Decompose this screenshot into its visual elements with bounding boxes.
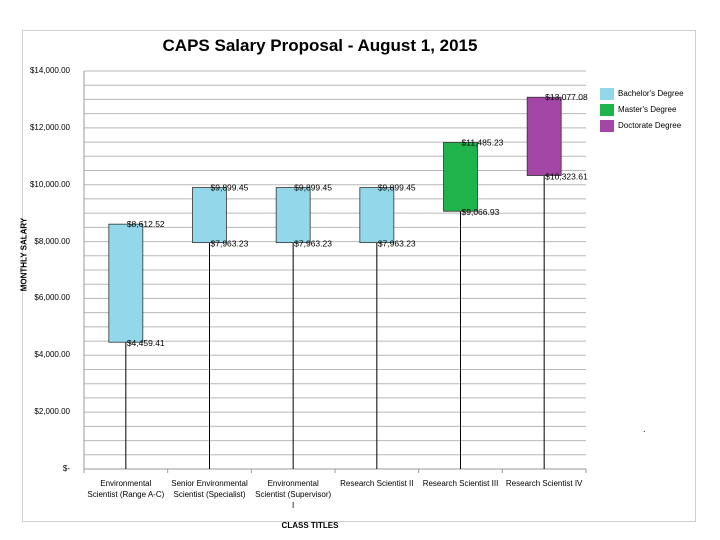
range-bar	[443, 142, 478, 212]
y-tick-label: $-	[62, 464, 70, 473]
range-bar	[359, 187, 395, 244]
x-tick-label-line: Research Scientist II	[340, 479, 414, 488]
x-tick-label-line: Senior Environmental	[171, 479, 248, 488]
x-tick-label-line: Research Scientist III	[422, 479, 499, 488]
data-label-high: $9,899.45	[378, 183, 416, 193]
legend-label: Bachelor's Degree	[618, 89, 684, 98]
x-tick-label-line: I	[292, 501, 295, 510]
data-label-high: $8,612.52	[127, 219, 165, 229]
data-label-high: $13,077.08	[545, 92, 588, 102]
x-tick-label: Environmental Scientist (Supervisor) I	[251, 478, 335, 511]
range-bar	[108, 223, 144, 343]
x-tick-label-line: Environmental	[100, 479, 152, 488]
chart-frame	[22, 30, 696, 522]
data-label-low: $7,963.23	[211, 239, 249, 249]
x-tick-label: Research Scientist II	[335, 478, 419, 489]
x-tick-label-line: Scientist (Supervisor)	[255, 490, 332, 499]
range-bar	[526, 96, 562, 176]
legend-item: Doctorate Degree	[600, 120, 710, 134]
x-tick-label-line: Scientist (Specialist)	[173, 490, 246, 499]
data-label-low: $7,963.23	[378, 239, 416, 249]
chart-title: CAPS Salary Proposal - August 1, 2015	[162, 36, 478, 55]
data-label-low: $7,963.23	[294, 239, 332, 249]
data-label-high: $9,899.45	[294, 183, 332, 193]
x-tick-label-line: Environmental	[267, 479, 319, 488]
y-tick-label: $4,000.00	[34, 350, 70, 360]
legend-swatch	[600, 88, 614, 100]
data-label-low: $4,459.41	[127, 338, 165, 348]
x-tick-label: Research Scientist IV	[502, 478, 586, 489]
legend-item: Master's Degree	[600, 104, 710, 118]
y-tick-label: $8,000.00	[34, 236, 70, 246]
legend-swatch	[600, 120, 614, 132]
y-tick-label: $10,000.00	[29, 179, 70, 189]
y-tick-label: $6,000.00	[34, 293, 70, 303]
y-tick-label: $12,000.00	[29, 122, 70, 132]
legend-label: Master's Degree	[618, 105, 677, 114]
legend-item: Bachelor's Degree	[600, 88, 710, 102]
data-label-high: $9,899.45	[211, 183, 249, 193]
x-tick-label-line: Scientist (Range A-C)	[87, 490, 165, 499]
legend-swatch	[600, 104, 614, 116]
data-label-high: $11,485.23	[462, 137, 504, 147]
x-axis-label: CLASS TITLES	[281, 521, 339, 530]
x-tick-label: Environmental Scientist (Range A-C)	[84, 478, 168, 500]
legend-label: Doctorate Degree	[618, 121, 682, 130]
x-tick-label: Research Scientist III	[419, 478, 503, 489]
data-label-low: $10,323.61	[545, 172, 588, 182]
y-tick-label: $14,000.00	[29, 66, 70, 75]
stray-mark: .	[643, 424, 646, 434]
range-bar	[192, 187, 227, 244]
range-bar	[275, 187, 311, 244]
x-tick-label-line: Research Scientist IV	[505, 479, 583, 488]
x-tick-label: Senior Environmental Scientist (Specialis…	[168, 478, 252, 500]
y-tick-label: $2,000.00	[34, 407, 70, 417]
data-label-low: $9,066.93	[462, 207, 500, 217]
